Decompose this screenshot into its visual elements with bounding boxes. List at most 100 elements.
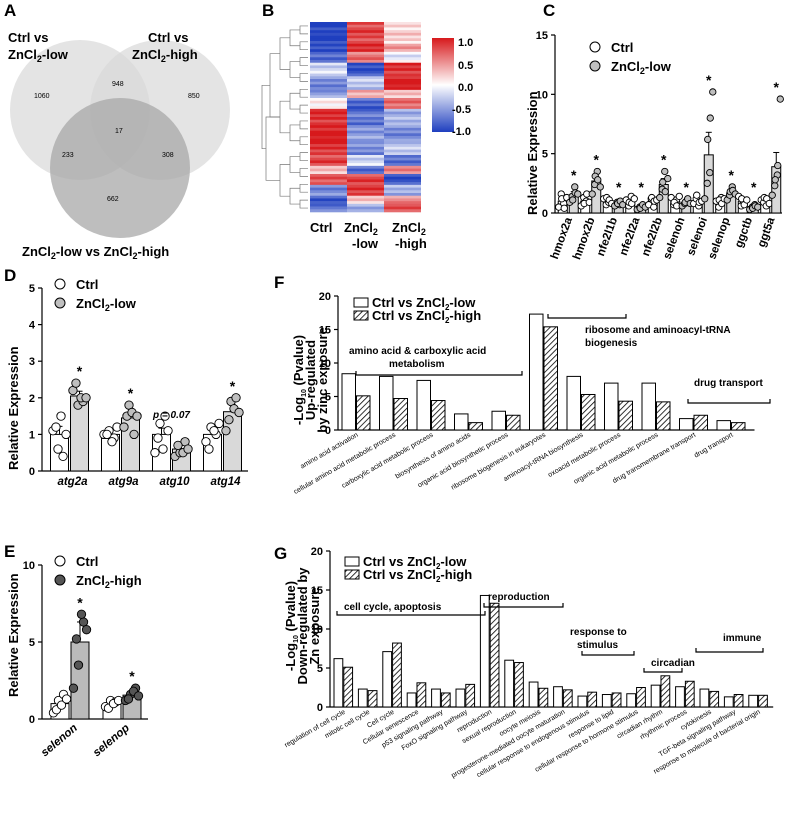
heatmap-cell — [347, 22, 384, 26]
dendrogram-branch — [299, 73, 308, 82]
venn-count-only1: 1060 — [34, 93, 50, 100]
dendrogram-branch — [299, 168, 308, 177]
heatmap-cell — [310, 157, 347, 161]
heatmap-cell — [310, 125, 347, 129]
heatmap-cell — [384, 114, 421, 118]
heatmap-cell — [384, 32, 421, 36]
panel-f-ylabel-2: Up-regulated — [303, 340, 318, 420]
panel-d-data-point — [183, 444, 193, 454]
heatmap-cell — [384, 79, 421, 83]
panel-b-heatmap: B 1.0 0.5 0.0 -0.5 -1.0 Ctrl ZnCl2 -low … — [261, 1, 473, 251]
heatmap-cell — [310, 163, 347, 167]
venn-count-c12: 948 — [112, 81, 124, 88]
colorbar-tick-3: 0.0 — [458, 82, 473, 94]
heatmap-cell — [347, 84, 384, 88]
heatmap-cell — [384, 206, 421, 210]
heatmap-cell — [310, 84, 347, 88]
panel-c-annotation: * — [684, 179, 690, 195]
venn-circle-3 — [50, 98, 190, 238]
heatmap-cell — [384, 46, 421, 50]
panel-c-x-label: nfe2l2b — [640, 216, 665, 258]
heatmap-cell — [347, 35, 384, 39]
heatmap-cell — [384, 70, 421, 74]
panel-g-bar-high — [758, 694, 768, 708]
panel-d-y-tick-label: 4 — [29, 320, 36, 332]
heatmap-cell — [347, 103, 384, 107]
heatmap-cell — [310, 60, 347, 64]
panel-f-bracket-ribosome — [547, 314, 627, 319]
panel-f-y-tick-label: 10 — [319, 358, 331, 370]
panel-g-y-tick-label: 5 — [317, 663, 323, 675]
panel-g-bar-high — [733, 694, 744, 708]
panel-e-label: E — [4, 542, 15, 561]
panel-e-y-tick-label: 0 — [29, 714, 35, 726]
panel-g-bar-low — [650, 684, 661, 708]
panel-e-legend-high: ZnCl2-high — [76, 573, 142, 590]
panel-c-annotation: * — [751, 179, 757, 195]
panel-c-data-point — [709, 88, 717, 96]
panel-c-data-point — [594, 176, 602, 184]
panel-g-x-label: mitotic cell cycle — [324, 709, 371, 740]
venn-count-c23: 308 — [162, 152, 174, 159]
heatmap-col-low-a: ZnCl2 — [344, 220, 378, 237]
panel-c-data-point — [675, 192, 683, 201]
panel-e-legend-ctrl-marker — [54, 555, 66, 567]
heatmap-cell — [310, 100, 347, 104]
heatmap-cell — [347, 206, 384, 210]
colorbar — [432, 38, 454, 132]
heatmap-col-ctrl: Ctrl — [310, 220, 332, 235]
heatmap-cell — [347, 95, 384, 99]
panel-f-bar-high — [618, 400, 633, 431]
heatmap-cell — [384, 198, 421, 202]
heatmap-cell — [310, 70, 347, 74]
panel-d-data-point — [209, 426, 219, 436]
heatmap-cell — [384, 195, 421, 199]
dendrogram-branch — [299, 136, 308, 146]
panel-d-x-label: atg9a — [108, 476, 139, 488]
panel-d-data-point — [56, 411, 66, 421]
dendrogram-branch — [299, 104, 308, 114]
heatmap-cell — [384, 155, 421, 159]
heatmap-cell — [384, 138, 421, 142]
panel-g-bar-low — [601, 694, 612, 708]
heatmap-cell — [384, 51, 421, 55]
heatmap-cell — [310, 106, 347, 110]
heatmap-cell — [347, 30, 384, 34]
dendrogram-branch — [279, 37, 290, 70]
panel-g-chart: G -Log10 (Pvalue) Down-regulated by Zn e… — [274, 544, 774, 780]
panel-g-bar-high — [392, 642, 402, 708]
heatmap-cell — [347, 92, 384, 96]
panel-c-annotation: * — [706, 72, 712, 88]
heatmap-cell — [347, 41, 384, 45]
heatmap-cell — [347, 98, 384, 102]
panel-c-y-tick-label: 5 — [542, 149, 548, 161]
heatmap-col-high-a: ZnCl2 — [392, 220, 426, 237]
panel-d-data-point — [107, 437, 117, 447]
heatmap-cell — [384, 163, 421, 167]
panel-e-data-point — [73, 660, 84, 670]
panel-d-x-label: atg2a — [57, 476, 88, 488]
panel-c-data-point — [743, 196, 751, 204]
panel-d-data-point — [153, 433, 163, 443]
panel-g-bar-high — [465, 683, 476, 708]
heatmap-cell — [384, 100, 421, 104]
panel-c-y-tick-label: 0 — [542, 208, 548, 220]
panel-f-bracket-amino — [355, 371, 523, 376]
heatmap-cell — [384, 146, 421, 150]
heatmap-cell — [310, 111, 347, 115]
heatmap-cell — [384, 84, 421, 88]
panel-f-bar-low — [454, 413, 469, 431]
heatmap-cell — [384, 141, 421, 145]
dendrogram-branch — [289, 124, 300, 142]
panel-c-data-point — [664, 174, 672, 183]
panel-c-data-point — [693, 191, 701, 199]
panel-g-bar-high — [562, 689, 573, 708]
heatmap-cell — [384, 68, 421, 72]
heatmap-cell — [310, 209, 347, 213]
heatmap-cell — [384, 111, 421, 115]
panel-f-y-tick-label: 5 — [325, 392, 331, 404]
panel-c-data-point — [571, 183, 579, 191]
heatmap-cell — [310, 198, 347, 202]
heatmap-cell — [384, 87, 421, 91]
heatmap-cell — [384, 62, 421, 66]
